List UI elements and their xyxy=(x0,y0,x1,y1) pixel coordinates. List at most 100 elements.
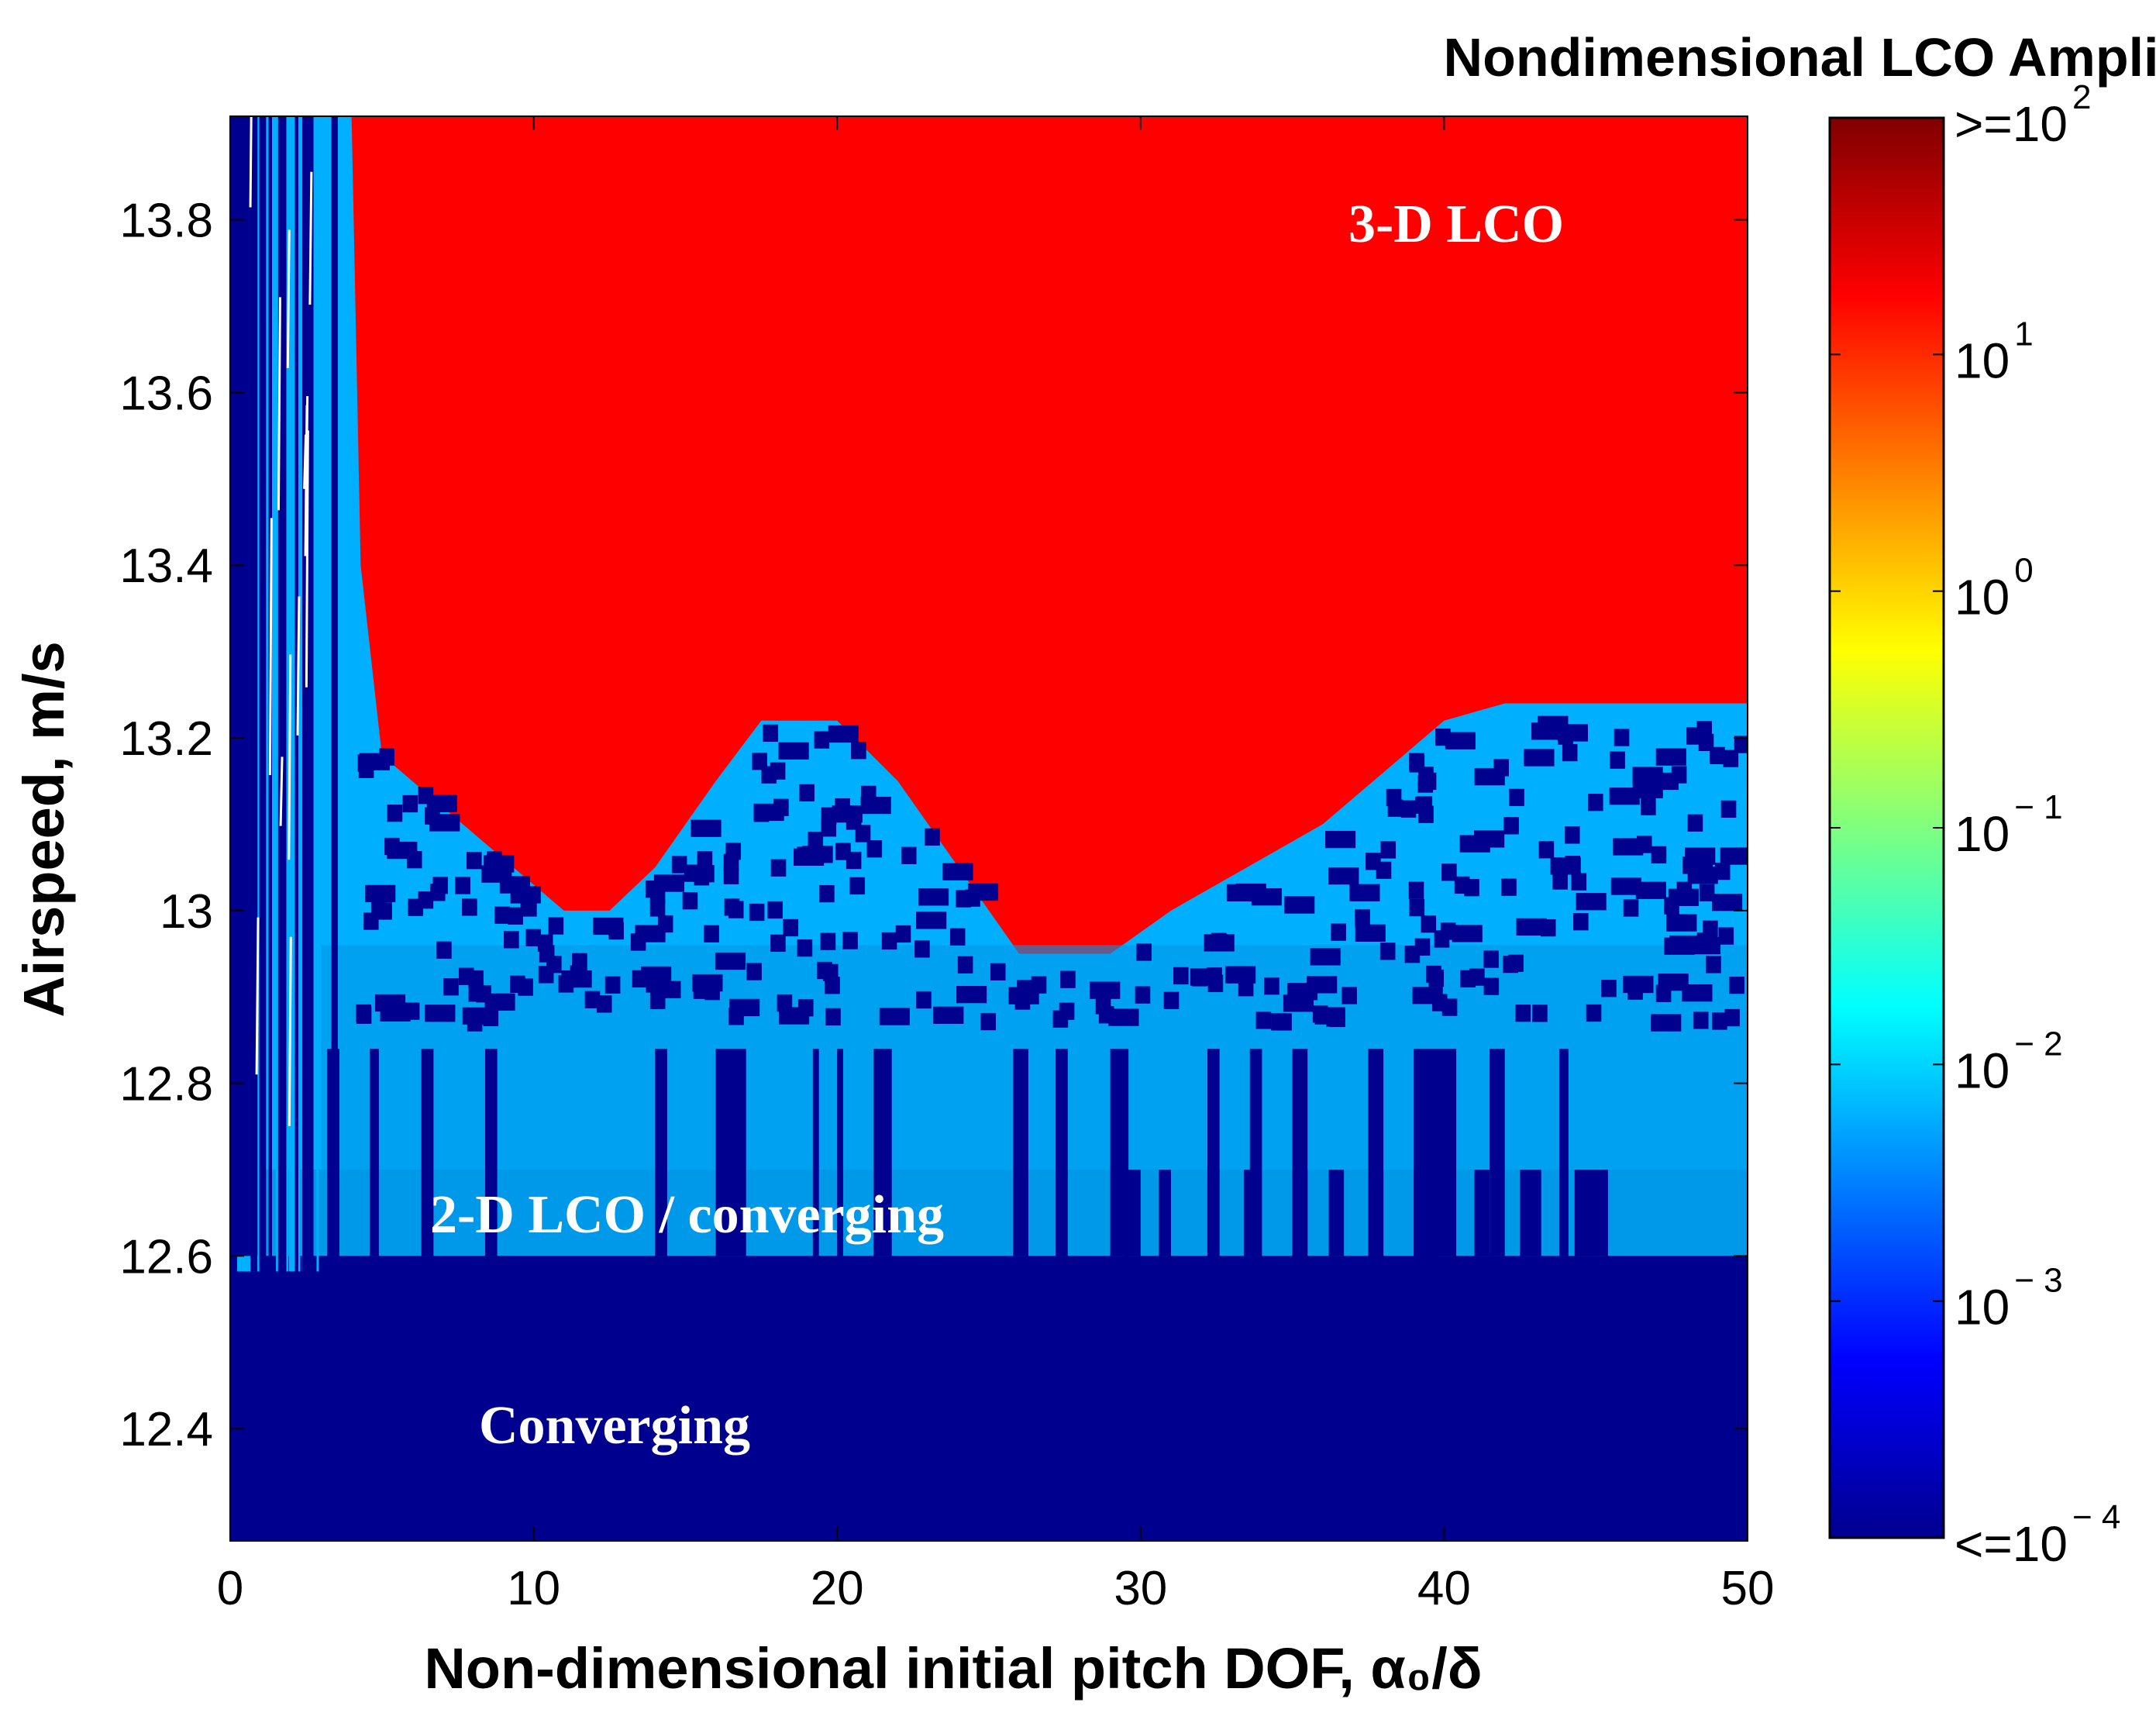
lco-cell xyxy=(520,891,536,908)
lco-cell xyxy=(1658,974,1689,991)
streak-highlight xyxy=(286,229,291,368)
lco-cell xyxy=(365,884,396,903)
x-tick-label: 40 xyxy=(1417,1562,1471,1615)
lco-cell xyxy=(1641,798,1656,815)
x-axis-label: Non-dimensional initial pitch DOF, α₀/δ xyxy=(424,1636,1482,1701)
lco-cell xyxy=(1163,991,1180,1009)
lco-cell xyxy=(1723,750,1739,767)
lco-cell xyxy=(649,991,666,1010)
x-tick-label: 50 xyxy=(1721,1562,1775,1615)
lco-cell xyxy=(1565,856,1581,874)
lco-cell xyxy=(1651,1014,1682,1032)
lco-cell xyxy=(1632,781,1663,798)
lco-cell xyxy=(1469,968,1485,986)
lco-cell xyxy=(778,742,809,760)
lco-cell xyxy=(389,1002,420,1020)
lco-cell xyxy=(608,922,624,940)
lco-cell xyxy=(715,952,746,970)
lco-cell xyxy=(749,903,765,922)
lco-cell xyxy=(572,953,587,970)
lco-cell xyxy=(539,945,555,963)
lco-cell xyxy=(1687,814,1703,832)
lco-cell xyxy=(860,796,891,815)
streak xyxy=(316,116,319,1272)
streak xyxy=(279,116,285,1272)
lco-cell xyxy=(1307,976,1338,994)
lco-cell xyxy=(518,978,533,996)
lco-cell xyxy=(1452,925,1483,943)
lco-cell xyxy=(1008,987,1039,1005)
lco-cell xyxy=(697,851,713,869)
lco-cell xyxy=(773,798,789,816)
lco-cell xyxy=(728,1008,744,1025)
lco-cell xyxy=(752,753,768,770)
y-axis-label: Airspeed, m/s xyxy=(12,641,76,1017)
lco-cell xyxy=(1685,847,1716,865)
lco-cell xyxy=(356,1004,371,1022)
lco-cell xyxy=(825,1008,841,1026)
band-bar xyxy=(1414,1170,1438,1256)
lco-cell xyxy=(933,1006,964,1024)
lco-cell xyxy=(1724,1008,1740,1027)
lco-cell xyxy=(1376,861,1392,879)
y-tick-label: 13.8 xyxy=(119,195,213,248)
lco-cell xyxy=(466,852,482,870)
streak xyxy=(294,116,298,1272)
streak xyxy=(259,116,267,1272)
lco-cell xyxy=(767,901,784,919)
lco-cell xyxy=(723,867,739,884)
lco-cell xyxy=(1380,841,1397,859)
lco-cell xyxy=(846,851,862,870)
lco-cell xyxy=(949,928,966,946)
lco-cell xyxy=(699,865,715,883)
lco-cell xyxy=(942,863,973,881)
lco-cell xyxy=(1706,956,1721,974)
band-bar xyxy=(812,1049,819,1256)
lco-cell xyxy=(649,899,666,917)
lco-cell xyxy=(484,993,515,1011)
lco-cell xyxy=(1516,918,1547,936)
lco-cell xyxy=(1588,794,1603,812)
lco-cell xyxy=(1538,841,1555,859)
band-bar xyxy=(1056,1049,1068,1256)
lco-cell xyxy=(763,724,779,743)
band-bar xyxy=(1474,1170,1490,1256)
lco-cell xyxy=(1251,887,1282,906)
lco-cell xyxy=(925,828,940,846)
band-bar xyxy=(1207,1170,1220,1256)
band-bar xyxy=(1574,1170,1608,1256)
lco-cell xyxy=(967,883,999,901)
lco-cell xyxy=(1609,787,1640,805)
colorbar-tick-label: 10− 1 xyxy=(1955,788,2063,862)
lco-cell xyxy=(1540,918,1556,937)
annotation-2d-lco: 2-D LCO / converging xyxy=(430,1185,944,1245)
lco-cell xyxy=(797,999,814,1017)
lco-cell xyxy=(916,991,932,1009)
lco-cell xyxy=(1284,896,1315,914)
streak-highlight xyxy=(279,756,284,826)
band-bar xyxy=(327,1049,339,1256)
lco-cell xyxy=(691,819,722,837)
lco-cell xyxy=(379,748,394,766)
lco-cell xyxy=(1613,838,1644,856)
lco-cell xyxy=(1445,732,1476,750)
lco-cell xyxy=(1331,923,1346,941)
lco-cell xyxy=(1108,1008,1139,1026)
streak-highlight xyxy=(288,936,292,1126)
lco-cell xyxy=(1696,932,1713,950)
lco-cell xyxy=(1400,800,1417,818)
lco-cell xyxy=(508,907,523,925)
colorbar-tick-label: <=10− 4 xyxy=(1955,1498,2120,1572)
lco-cell xyxy=(802,846,833,863)
lco-cell xyxy=(1573,913,1589,931)
lco-cell xyxy=(1060,970,1076,988)
region-converging xyxy=(230,1256,1748,1541)
lco-cell xyxy=(1655,748,1686,766)
lco-cell xyxy=(990,963,1006,980)
lco-cell xyxy=(846,812,862,830)
lco-cell xyxy=(901,846,917,864)
streak-highlight xyxy=(268,518,273,775)
band-bar xyxy=(421,1049,434,1256)
streak-highlight xyxy=(249,116,253,208)
lco-cell xyxy=(1564,826,1580,844)
